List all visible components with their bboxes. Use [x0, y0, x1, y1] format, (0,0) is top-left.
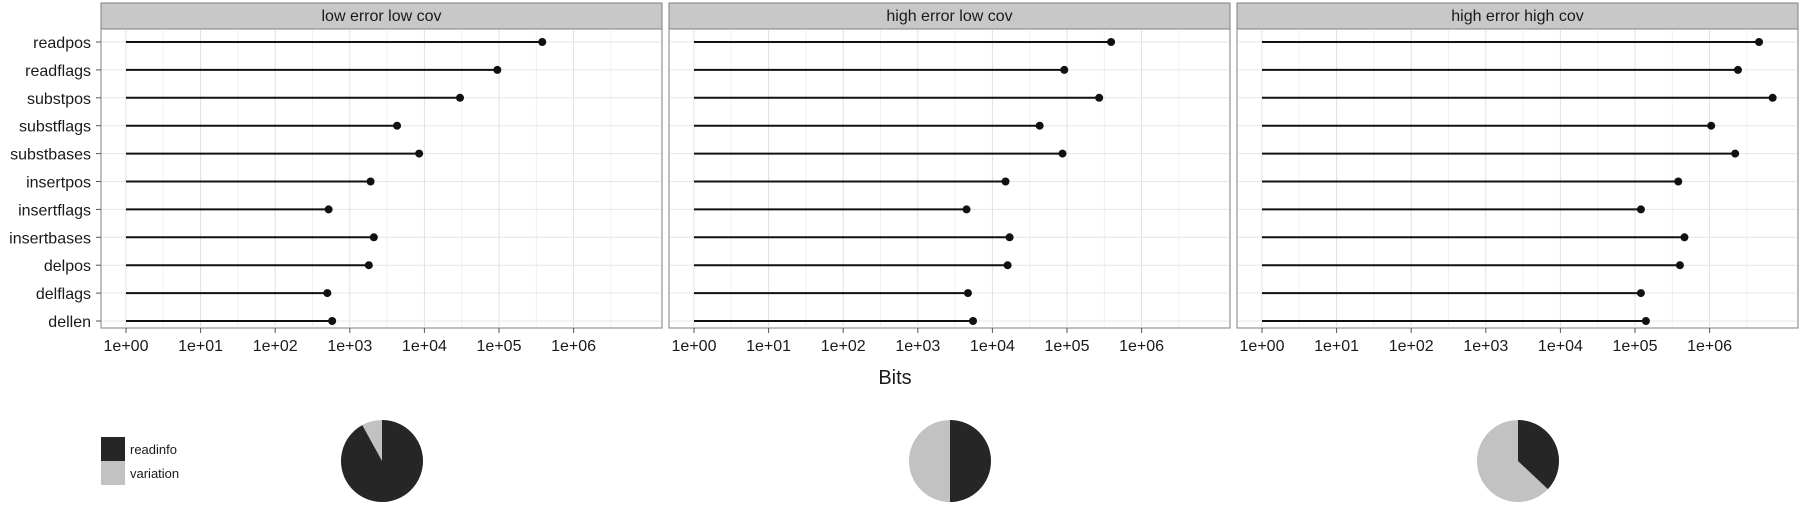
y-tick-label: substflags: [19, 119, 91, 136]
data-point: [415, 149, 424, 158]
data-point: [1035, 121, 1044, 130]
data-point: [963, 289, 972, 298]
data-point: [1001, 177, 1010, 186]
y-tick-label: dellen: [48, 314, 91, 331]
x-tick-label: 1e+01: [1314, 338, 1359, 355]
x-tick-label: 1e+05: [477, 338, 522, 355]
data-point: [1768, 93, 1777, 102]
data-point: [1005, 233, 1014, 242]
data-point: [1095, 93, 1104, 102]
y-tick-label: substpos: [27, 91, 91, 108]
legend-swatch: [101, 437, 125, 461]
y-tick-label: insertflags: [18, 202, 91, 219]
data-point: [1641, 317, 1650, 325]
y-tick-label: insertbases: [9, 230, 91, 247]
data-point: [1003, 261, 1012, 270]
data-point: [1107, 38, 1116, 46]
legend-label: variation: [130, 466, 179, 481]
x-tick-label: 1e+00: [1240, 338, 1285, 355]
x-tick-label: 1e+06: [1119, 338, 1164, 355]
plot-area: [100, 28, 663, 329]
data-point: [1058, 149, 1067, 158]
y-tick-label: insertpos: [26, 175, 91, 192]
x-tick-label: 1e+06: [551, 338, 596, 355]
panel-title: high error high cov: [1451, 8, 1584, 25]
data-point: [393, 121, 402, 130]
data-point: [538, 38, 547, 46]
panel-title: high error low cov: [886, 8, 1012, 25]
plot-area: [668, 28, 1231, 329]
data-point: [962, 205, 971, 214]
panel-title: low error low cov: [321, 8, 441, 25]
data-point: [1674, 177, 1683, 186]
data-point: [1636, 289, 1645, 298]
data-point: [364, 261, 373, 270]
panel-strip: [1236, 2, 1799, 30]
x-tick-label: 1e+04: [402, 338, 447, 355]
x-tick-label: 1e+04: [1538, 338, 1583, 355]
y-tick-label: delflags: [36, 286, 91, 303]
pie-slice-readinfo: [1518, 420, 1559, 490]
data-point: [1731, 149, 1740, 158]
pie-slice-readinfo: [950, 420, 991, 502]
x-tick-label: 1e+04: [970, 338, 1015, 355]
plot-area: [1236, 28, 1799, 329]
data-point: [366, 177, 375, 186]
x-tick-label: 1e+05: [1613, 338, 1658, 355]
x-tick-label: 1e+02: [253, 338, 298, 355]
x-axis-title: Bits: [878, 367, 911, 389]
data-point: [493, 65, 502, 74]
x-tick-label: 1e+02: [1389, 338, 1434, 355]
y-tick-label: delpos: [44, 258, 91, 275]
y-tick-label: readflags: [25, 63, 91, 80]
x-tick-label: 1e+00: [672, 338, 717, 355]
x-tick-label: 1e+03: [895, 338, 940, 355]
data-point: [323, 289, 332, 298]
x-tick-label: 1e+00: [104, 338, 149, 355]
data-point: [324, 205, 333, 214]
data-point: [1733, 65, 1742, 74]
data-point: [1707, 121, 1716, 130]
data-point: [328, 317, 337, 325]
x-tick-label: 1e+02: [821, 338, 866, 355]
x-tick-label: 1e+05: [1045, 338, 1090, 355]
data-point: [1680, 233, 1689, 242]
pie-slice-readinfo: [340, 420, 423, 502]
x-tick-label: 1e+03: [327, 338, 372, 355]
x-tick-label: 1e+06: [1687, 338, 1732, 355]
x-tick-label: 1e+01: [178, 338, 223, 355]
panel-strip: [668, 2, 1231, 30]
data-point: [1675, 261, 1684, 270]
data-point: [455, 93, 464, 102]
legend-label: readinfo: [130, 442, 177, 457]
data-point: [369, 233, 378, 242]
y-tick-label: readpos: [33, 35, 91, 52]
panel-strip: [100, 2, 663, 30]
x-tick-label: 1e+01: [746, 338, 791, 355]
y-tick-label: substbases: [10, 147, 91, 164]
x-tick-label: 1e+03: [1463, 338, 1508, 355]
data-point: [1636, 205, 1645, 214]
data-point: [1755, 38, 1764, 46]
legend-swatch: [101, 461, 125, 485]
data-point: [969, 317, 978, 325]
data-point: [1060, 65, 1069, 74]
